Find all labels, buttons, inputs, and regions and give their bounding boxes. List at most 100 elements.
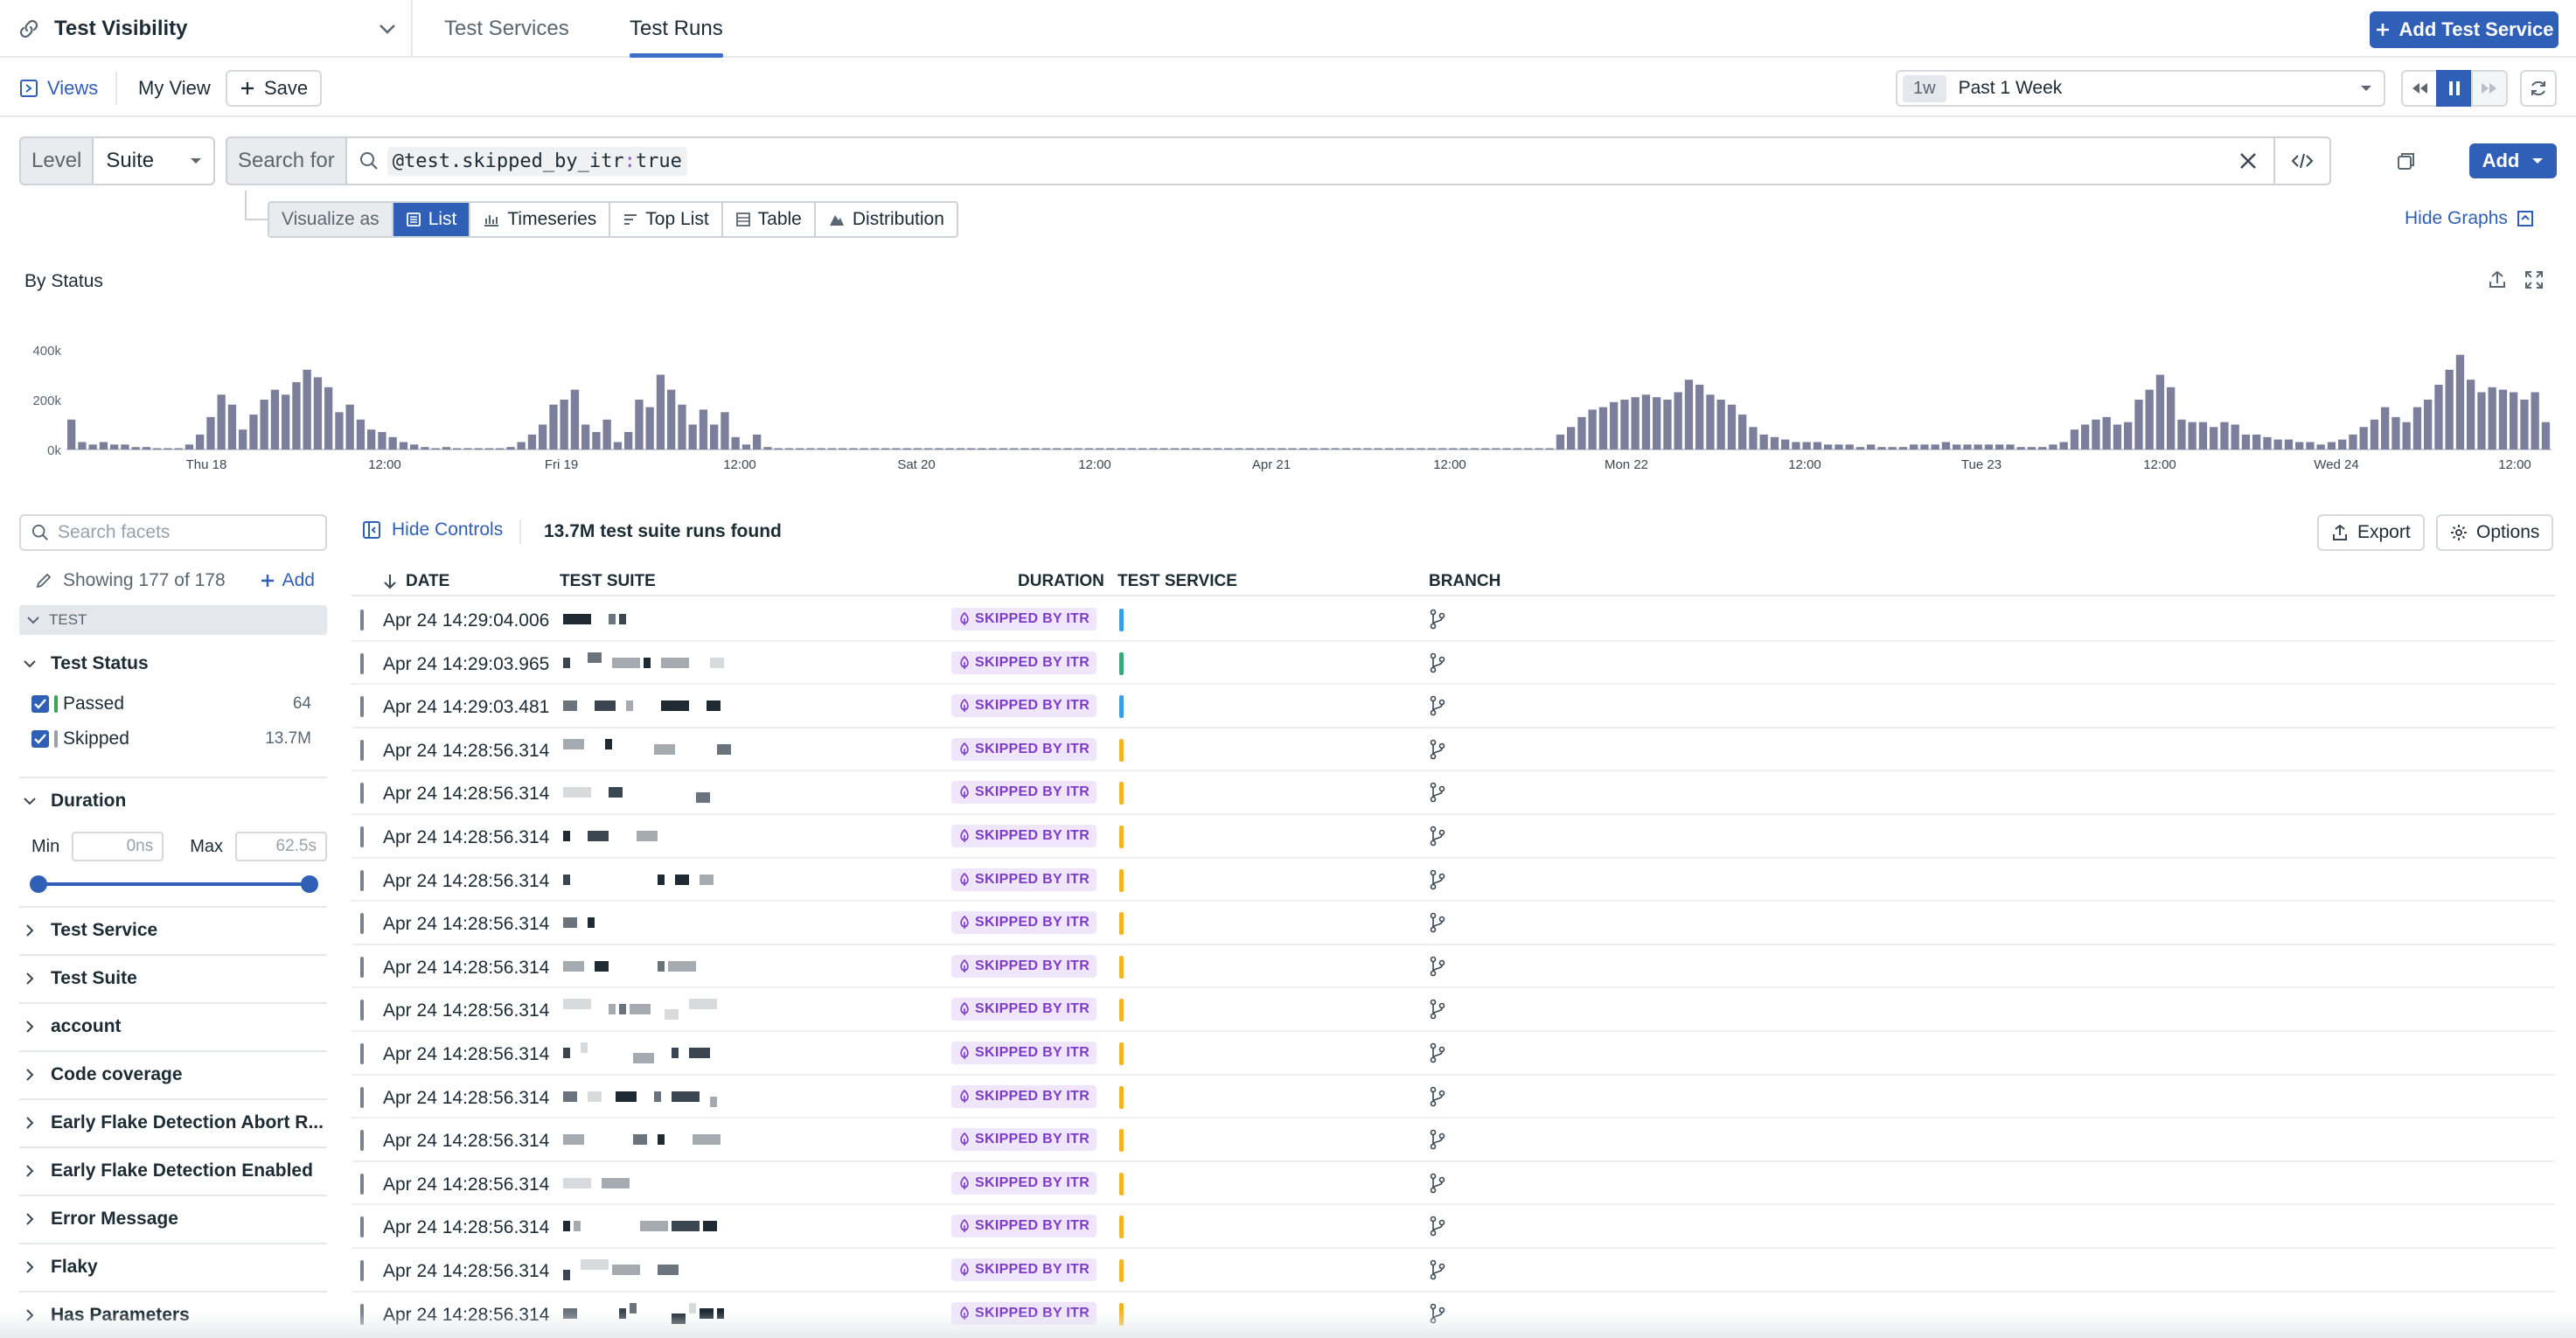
- chart-bar[interactable]: [774, 448, 783, 450]
- chart-bar[interactable]: [110, 444, 119, 449]
- chart-bar[interactable]: [1535, 448, 1543, 450]
- chart-bar[interactable]: [1738, 415, 1747, 449]
- chart-bar[interactable]: [602, 419, 611, 449]
- chart-bar[interactable]: [2059, 442, 2068, 450]
- chart-bar[interactable]: [1502, 448, 1511, 450]
- chart-bar[interactable]: [1427, 448, 1437, 450]
- chart-bar[interactable]: [1074, 448, 1083, 450]
- forward-button[interactable]: [2471, 70, 2508, 107]
- table-row[interactable]: Apr 24 14:28:56.314 SKIPPED BY ITR: [352, 771, 2555, 815]
- chart-bar[interactable]: [1020, 448, 1029, 450]
- viz-option-distribution[interactable]: Distribution: [816, 203, 957, 236]
- rewind-button[interactable]: [2401, 70, 2438, 107]
- chart-bar[interactable]: [710, 424, 719, 450]
- chart-bar[interactable]: [1695, 384, 1704, 449]
- chart-bar[interactable]: [1202, 448, 1211, 450]
- views-button[interactable]: Views: [19, 59, 98, 117]
- chart-bar[interactable]: [2263, 436, 2272, 450]
- chart-bar[interactable]: [2231, 424, 2239, 450]
- chart-bar[interactable]: [678, 404, 686, 449]
- chart-bar[interactable]: [1792, 442, 1800, 450]
- chart-bar[interactable]: [753, 434, 762, 449]
- facet-group[interactable]: Test Suite: [19, 954, 327, 1001]
- chart-bar[interactable]: [560, 400, 568, 449]
- chart-bar[interactable]: [1470, 448, 1479, 450]
- chart-bar[interactable]: [1213, 448, 1222, 450]
- copy-icon[interactable]: [2396, 150, 2417, 171]
- chart-bar[interactable]: [2049, 444, 2057, 449]
- time-range-select[interactable]: 1w Past 1 Week: [1896, 70, 2385, 107]
- chart-bar[interactable]: [1267, 448, 1276, 450]
- chart-bar[interactable]: [1084, 448, 1094, 450]
- chart-bar[interactable]: [1384, 448, 1394, 450]
- clear-icon[interactable]: [2238, 151, 2258, 171]
- column-test-suite[interactable]: TEST SUITE: [560, 572, 656, 590]
- chart-bar[interactable]: [2210, 427, 2218, 449]
- chart-bar[interactable]: [2284, 439, 2294, 449]
- chart-bar[interactable]: [1298, 448, 1308, 450]
- chart-bar[interactable]: [184, 444, 194, 449]
- chart-bar[interactable]: [1674, 392, 1682, 450]
- chart-bar[interactable]: [474, 448, 483, 450]
- chart-bar[interactable]: [1459, 448, 1468, 450]
- chart-bar[interactable]: [282, 394, 290, 449]
- chart-bar[interactable]: [206, 416, 215, 449]
- facet-value-skipped[interactable]: Skipped 13.7M: [19, 726, 327, 752]
- chart-bar[interactable]: [784, 448, 794, 450]
- chart-bar[interactable]: [1127, 448, 1137, 450]
- chart-bar[interactable]: [688, 424, 697, 450]
- pencil-icon[interactable]: [35, 572, 52, 589]
- chart-bar[interactable]: [335, 412, 344, 450]
- tab-test-runs[interactable]: Test Runs: [630, 0, 723, 58]
- chart-bar[interactable]: [2092, 419, 2100, 449]
- chart-bar[interactable]: [549, 404, 558, 449]
- chart-bar[interactable]: [1406, 448, 1415, 450]
- chart-bar[interactable]: [1813, 442, 1822, 450]
- facet-group[interactable]: Code coverage: [19, 1050, 327, 1098]
- chart-bar[interactable]: [539, 424, 547, 450]
- chart-bar[interactable]: [1781, 439, 1790, 449]
- facet-duration[interactable]: Duration: [19, 777, 327, 824]
- table-row[interactable]: Apr 24 14:28:56.314 SKIPPED BY ITR: [352, 859, 2555, 902]
- chart-bar[interactable]: [806, 448, 815, 450]
- chart-bar[interactable]: [967, 448, 976, 450]
- chart-bar[interactable]: [2306, 442, 2315, 450]
- chart-bar[interactable]: [721, 412, 729, 450]
- chart-bar[interactable]: [999, 448, 1008, 450]
- chart-bar[interactable]: [1256, 448, 1265, 450]
- chart-bar[interactable]: [99, 442, 108, 450]
- hide-controls-button[interactable]: Hide Controls: [362, 519, 503, 540]
- facet-group[interactable]: Flaky: [19, 1243, 327, 1290]
- chart-bar[interactable]: [2402, 422, 2411, 450]
- chart-bar[interactable]: [699, 409, 708, 449]
- chart-bar[interactable]: [945, 448, 954, 450]
- chart-bar[interactable]: [1341, 448, 1351, 450]
- chart-bar[interactable]: [1835, 444, 1843, 449]
- table-row[interactable]: Apr 24 14:28:56.314 SKIPPED BY ITR: [352, 728, 2555, 772]
- chart-bar[interactable]: [1353, 448, 1361, 450]
- duration-max-input[interactable]: 62.5s: [235, 832, 327, 861]
- chart-bar[interactable]: [1481, 448, 1490, 450]
- chart-bar[interactable]: [1524, 448, 1533, 450]
- chart-bar[interactable]: [1888, 447, 1897, 450]
- chart-bar[interactable]: [1663, 400, 1672, 449]
- facet-group[interactable]: Early Flake Detection Enabled: [19, 1146, 327, 1194]
- tab-test-services[interactable]: Test Services: [444, 17, 569, 40]
- column-test-service[interactable]: TEST SERVICE: [1117, 572, 1237, 590]
- chart-bar[interactable]: [2349, 434, 2357, 449]
- chart-bar[interactable]: [249, 415, 258, 449]
- chart-bar[interactable]: [2070, 429, 2079, 449]
- chart-bar[interactable]: [1898, 447, 1908, 450]
- chart-bar[interactable]: [1620, 400, 1629, 449]
- fullscreen-icon[interactable]: [2524, 269, 2545, 290]
- table-row[interactable]: Apr 24 14:28:56.314 SKIPPED BY ITR: [352, 1162, 2555, 1206]
- my-view-label[interactable]: My View: [138, 77, 211, 99]
- chart-bar[interactable]: [227, 404, 237, 449]
- chart-bar[interactable]: [2541, 422, 2551, 450]
- chart-bar[interactable]: [849, 448, 858, 450]
- chart-bar[interactable]: [935, 448, 943, 450]
- chart-bar[interactable]: [2316, 444, 2325, 449]
- chart-bar[interactable]: [527, 434, 537, 449]
- chart-bar[interactable]: [1845, 444, 1854, 449]
- chart-bar[interactable]: [2510, 392, 2518, 450]
